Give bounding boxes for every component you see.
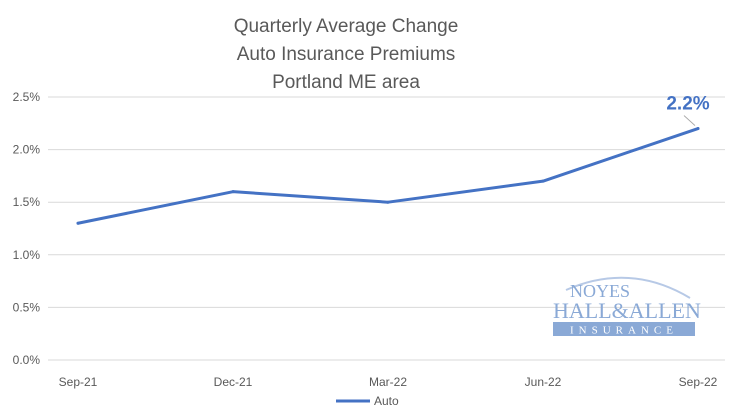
data-point [231,190,235,194]
y-axis-tick-labels: 0.0% 0.5% 1.0% 1.5% 2.0% 2.5% [13,90,41,367]
logo-line-1: NOYES [570,281,630,301]
data-point [541,179,545,183]
logo-band [553,322,695,336]
data-point [76,221,80,225]
y-tick-label: 1.5% [13,195,41,209]
legend-label: Auto [374,394,399,408]
y-tick-label: 2.5% [13,90,41,104]
y-tick-label: 0.5% [13,300,41,314]
company-logo: NOYES HALL&ALLEN INSURANCE [553,276,701,337]
data-point [696,127,700,131]
x-tick-label: Jun-22 [525,375,562,389]
logo-line-2: HALL&ALLEN [553,298,701,323]
annotation-leader-line [683,115,696,126]
data-point [386,200,390,204]
legend: Auto [336,394,399,408]
series-lines [76,127,700,225]
chart-title-line-2: Auto Insurance Premiums [237,44,456,65]
x-tick-label: Sep-21 [59,375,98,389]
x-tick-label: Mar-22 [369,375,407,389]
gridlines [48,96,725,361]
y-tick-label: 1.0% [13,248,41,262]
y-tick-label: 0.0% [13,353,41,367]
data-label: 2.2% [666,94,709,115]
logo-line-3: INSURANCE [570,325,678,337]
y-tick-label: 2.0% [13,143,41,157]
data-label-annotation: 2.2% [666,94,710,126]
chart-title-line-1: Quarterly Average Change [234,16,459,37]
series-line-auto [76,127,700,225]
x-tick-label: Dec-21 [214,375,253,389]
x-tick-label: Sep-22 [679,375,718,389]
chart-title-line-3: Portland ME area [272,72,420,93]
x-axis-tick-labels: Sep-21 Dec-21 Mar-22 Jun-22 Sep-22 [59,375,718,389]
chart-title: Quarterly Average Change Auto Insurance P… [234,16,459,93]
logo-arc [565,276,691,299]
